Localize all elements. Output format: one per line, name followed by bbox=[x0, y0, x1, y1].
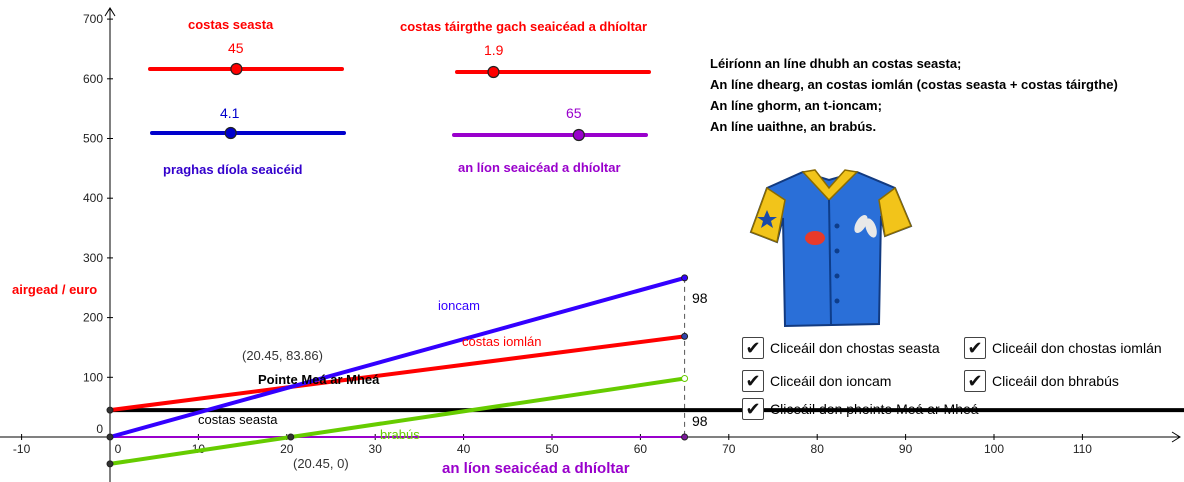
y-axis-label: airgead / euro bbox=[12, 282, 98, 297]
x-tick-label: 110 bbox=[1073, 442, 1092, 456]
revenue-line bbox=[109, 275, 686, 439]
point-marker bbox=[106, 433, 114, 441]
checkmark-icon: ✔ bbox=[964, 337, 986, 359]
checkbox-label: Cliceáil don bhrabús bbox=[992, 373, 1119, 389]
fixed-cost-slider-title: costas seasta bbox=[188, 17, 274, 32]
y-tick-label: 700 bbox=[83, 12, 103, 26]
fixed-cost-slider[interactable] bbox=[148, 62, 344, 76]
checkbox-revenue[interactable]: ✔ Cliceáil don ioncam bbox=[742, 370, 891, 392]
y-tick-label: 500 bbox=[83, 132, 103, 146]
price-slider-title: praghas díola seaicéid bbox=[163, 162, 303, 177]
x-tick-label: 100 bbox=[984, 442, 1004, 456]
checkbox-label: Cliceáil don ioncam bbox=[770, 373, 892, 389]
x-tick-label: 90 bbox=[899, 442, 913, 456]
checkbox-profit[interactable]: ✔ Cliceáil don bhrabús bbox=[964, 370, 1119, 392]
y-tick-label: 0 bbox=[96, 422, 103, 436]
info-line: An líne uaithne, an brabús. bbox=[710, 119, 877, 134]
profit-line-label: brabús bbox=[380, 427, 420, 442]
price-slider[interactable] bbox=[150, 126, 346, 140]
legend-description: Léiríonn an líne dhubh an costas seasta;… bbox=[710, 53, 1184, 137]
total-cost-line-label: costas iomlán bbox=[462, 334, 542, 349]
y-axis-arrow bbox=[104, 7, 116, 17]
quantity-slider-title: an líon seaicéad a dhíoltar bbox=[458, 160, 621, 175]
info-line: Léiríonn an líne dhubh an costas seasta; bbox=[710, 56, 962, 71]
point-marker bbox=[681, 433, 689, 441]
checkmark-icon: ✔ bbox=[742, 337, 764, 359]
point-marker bbox=[287, 433, 295, 441]
unit-cost-slider-title: costas táirgthe gach seaicéad a dhíoltar bbox=[400, 19, 648, 34]
fixed-cost-slider-value: 45 bbox=[228, 40, 244, 56]
profit-value-label: 98 bbox=[692, 413, 708, 429]
total-cost-line bbox=[109, 334, 685, 413]
y-tick-label: 300 bbox=[83, 251, 103, 265]
checkbox-label: Cliceáil don phointe Meá ar Mheá bbox=[770, 401, 979, 417]
quantity-slider-value: 65 bbox=[566, 105, 582, 121]
point-marker bbox=[681, 274, 689, 282]
profit-line bbox=[109, 376, 685, 466]
point-marker bbox=[681, 374, 689, 382]
x-tick-label: 30 bbox=[369, 442, 383, 456]
checkbox-break-even[interactable]: ✔ Cliceáil don phointe Meá ar Mheá bbox=[742, 398, 979, 420]
x-tick-label: 50 bbox=[545, 442, 559, 456]
y-tick-label: 200 bbox=[83, 311, 103, 325]
shirt-icon bbox=[749, 169, 913, 328]
unit-cost-slider-value: 1.9 bbox=[484, 42, 504, 58]
x-tick-label: 60 bbox=[634, 442, 648, 456]
checkmark-icon: ✔ bbox=[742, 370, 764, 392]
checkmark-icon: ✔ bbox=[964, 370, 986, 392]
x-tick-label: 70 bbox=[722, 442, 736, 456]
x-tick-label: 0 bbox=[115, 442, 122, 456]
checkbox-label: Cliceáil don chostas iomlán bbox=[992, 340, 1162, 356]
checkbox-total-cost[interactable]: ✔ Cliceáil don chostas iomlán bbox=[964, 337, 1162, 359]
x-axis-arrow bbox=[1171, 431, 1181, 443]
unit-cost-slider-handle[interactable] bbox=[487, 65, 500, 79]
quantity-slider-handle[interactable] bbox=[572, 128, 585, 142]
break-even-label: Pointe Meá ar Mheá bbox=[258, 372, 380, 387]
y-tick-label: 100 bbox=[83, 370, 103, 384]
checkbox-fixed-cost[interactable]: ✔ Cliceáil don chostas seasta bbox=[742, 337, 940, 359]
fixed-cost-line-label: costas seasta bbox=[198, 412, 278, 427]
point-marker bbox=[106, 406, 114, 414]
break-even-axis-point-label: (20.45, 0) bbox=[293, 456, 349, 471]
y-tick-label: 400 bbox=[83, 191, 103, 205]
x-axis-label: an líon seaicéad a dhíoltar bbox=[442, 460, 630, 477]
y-tick-label: 600 bbox=[83, 72, 103, 86]
profit-gap-label: 98 bbox=[692, 290, 708, 306]
info-line: An líne dhearg, an costas iomlán (costas… bbox=[710, 77, 1118, 92]
x-tick-label: 20 bbox=[280, 442, 294, 456]
x-tick-label: 80 bbox=[811, 442, 825, 456]
price-slider-handle[interactable] bbox=[224, 126, 237, 140]
x-tick-label: -10 bbox=[13, 442, 31, 456]
unit-cost-slider[interactable] bbox=[455, 65, 651, 79]
x-tick-label: 40 bbox=[457, 442, 471, 456]
point-marker bbox=[106, 460, 114, 468]
point-marker bbox=[681, 332, 689, 340]
price-slider-value: 4.1 bbox=[220, 105, 240, 121]
break-even-point-label: (20.45, 83.86) bbox=[242, 348, 323, 363]
fixed-cost-slider-handle[interactable] bbox=[230, 62, 243, 76]
checkbox-label: Cliceáil don chostas seasta bbox=[770, 340, 940, 356]
quantity-slider[interactable] bbox=[452, 128, 648, 142]
revenue-line-label: ioncam bbox=[438, 298, 480, 313]
info-line: An líne ghorm, an t-ioncam; bbox=[710, 98, 882, 113]
checkmark-icon: ✔ bbox=[742, 398, 764, 420]
